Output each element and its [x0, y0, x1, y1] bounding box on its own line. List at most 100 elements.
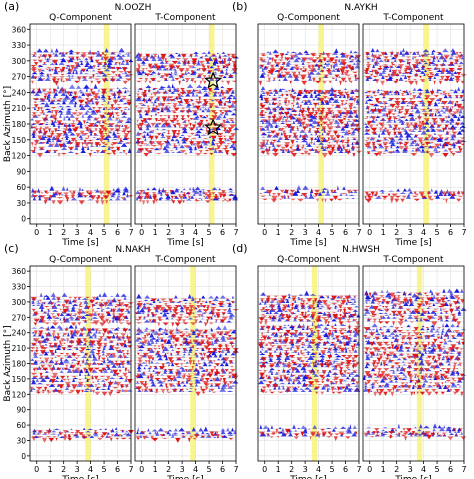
waveform-lobe [203, 99, 207, 104]
waveform-lobe [32, 54, 37, 57]
waveform-lobe [45, 68, 50, 71]
waveform-lobe [198, 107, 203, 111]
waveform-lobe [98, 143, 102, 147]
waveform-lobe [158, 122, 162, 126]
waveform-lobe [218, 70, 224, 72]
waveform-lobe [182, 120, 186, 123]
waveform-lobe [55, 103, 62, 105]
waveform-lobe [78, 192, 85, 197]
waveform-lobe [219, 112, 223, 116]
waveform-lobe [142, 56, 146, 59]
waveform-lobe [266, 131, 273, 133]
waveform-lobe [112, 138, 118, 141]
waveform-lobe [180, 73, 185, 76]
waveform-lobe [351, 197, 355, 199]
waveform-lobe [30, 118, 34, 121]
waveform-lobe [114, 124, 118, 129]
waveform-lobe [125, 152, 128, 156]
waveform-lobe [207, 91, 211, 94]
waveform-lobe [227, 190, 234, 193]
waveform-lobe [266, 152, 271, 156]
waveform-lobe [206, 122, 211, 125]
waveform-lobe [39, 126, 43, 132]
waveform-lobe [74, 101, 78, 105]
waveform-lobe [162, 65, 168, 68]
y-tick-label: 120 [12, 390, 27, 399]
waveform-lobe [125, 99, 132, 102]
waveform-lobe [147, 65, 154, 70]
waveform-lobe [123, 108, 127, 110]
waveform-lobe [101, 52, 105, 56]
waveform-lobe [53, 69, 59, 75]
waveform-lobe [102, 106, 106, 110]
waveform-lobe [59, 58, 66, 60]
waveform-lobe [189, 53, 193, 59]
waveform-lobe [72, 69, 75, 75]
waveform-lobe [201, 78, 204, 82]
waveform-lobe [31, 114, 37, 118]
waveform-lobe [324, 198, 327, 203]
waveform-lobe [194, 120, 197, 123]
waveform-lobe [153, 88, 158, 90]
waveform-lobe [331, 190, 338, 194]
waveform-lobe [224, 138, 227, 142]
waveform-lobe [53, 191, 59, 196]
waveform-lobe [90, 65, 95, 68]
waveform-lobe [340, 193, 347, 195]
waveform-lobe [88, 152, 93, 157]
waveform-lobe [352, 142, 359, 145]
waveform-lobe [40, 107, 43, 111]
waveform-lobe [86, 115, 91, 121]
waveform-lobe [185, 92, 191, 97]
waveform-lobe [279, 189, 285, 193]
waveform-lobe [160, 107, 165, 113]
waveform-lobe [226, 53, 231, 57]
waveform-lobe [40, 142, 47, 144]
waveform-lobe [119, 95, 122, 99]
waveform-lobe [80, 134, 87, 136]
waveform-lobe [138, 190, 145, 193]
waveform-lobe [74, 152, 79, 155]
waveform-lobe [103, 143, 109, 146]
waveform-lobe [213, 148, 218, 153]
waveform-lobe [114, 119, 119, 121]
waveform-lobe [222, 110, 230, 113]
waveform-lobe [154, 105, 159, 108]
waveform-lobe [40, 135, 46, 141]
waveform-lobe [42, 128, 47, 132]
y-axis-label: Back Azimuth [°] [3, 325, 13, 401]
x-tick-label: 6 [343, 228, 348, 237]
waveform-lobe [168, 54, 175, 57]
waveform-lobe [69, 132, 76, 136]
waveform-lobe [321, 189, 326, 194]
waveform-lobe [114, 61, 117, 66]
waveform-lobe [67, 117, 71, 121]
component-title: Q-Component [49, 13, 112, 23]
waveform-lobe [283, 138, 291, 140]
waveform-lobe [70, 65, 75, 70]
waveform-lobe [220, 107, 227, 109]
waveform-lobe [178, 80, 181, 86]
waveform-lobe [50, 68, 54, 72]
waveform-lobe [103, 54, 108, 57]
waveform-lobe [117, 118, 123, 124]
waveform-lobe [301, 139, 308, 143]
waveform-lobe [290, 198, 296, 201]
waveform-lobe [30, 126, 38, 129]
waveform-lobe [107, 145, 111, 150]
y-axis-label: Back Azimuth [°] [3, 86, 13, 162]
waveform-lobe [94, 109, 100, 114]
waveform-lobe [216, 65, 220, 69]
waveform-lobe [102, 136, 110, 141]
waveform-lobe [178, 75, 183, 79]
waveform-lobe [52, 52, 56, 55]
waveform-lobe [104, 48, 109, 53]
waveform-lobe [141, 60, 146, 64]
waveform-lobe [204, 54, 209, 57]
x-tick-label: 3 [75, 228, 80, 237]
y-tick-label: 180 [12, 120, 27, 129]
waveform-lobe [177, 130, 181, 134]
waveform-lobe [96, 80, 102, 85]
